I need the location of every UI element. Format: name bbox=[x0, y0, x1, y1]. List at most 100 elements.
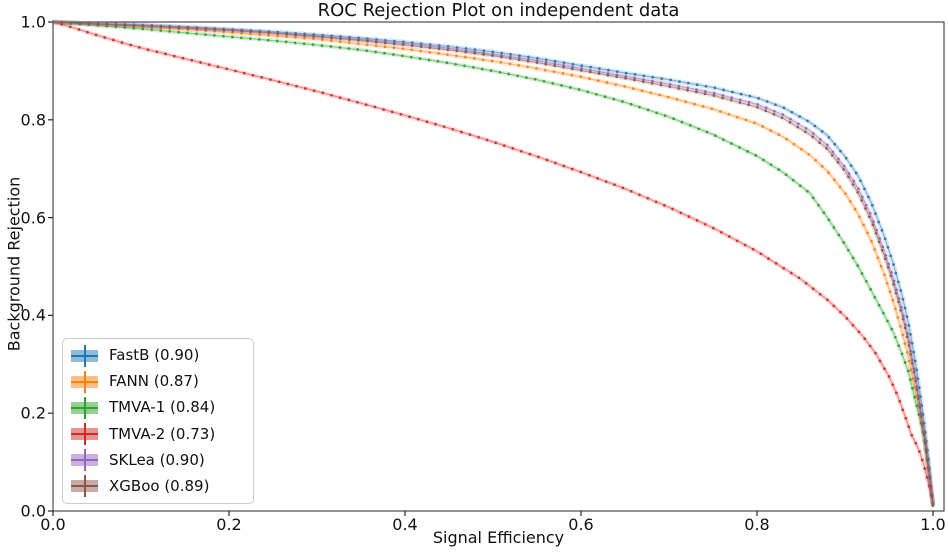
roc-marker-xgboo bbox=[867, 215, 871, 219]
roc-marker-tmva-1 bbox=[869, 288, 872, 291]
roc-marker-fann bbox=[561, 72, 565, 75]
roc-marker-fann bbox=[535, 67, 538, 70]
roc-marker-sklea bbox=[633, 76, 636, 80]
roc-marker-tmva-2 bbox=[477, 135, 480, 139]
roc-marker-xgboo bbox=[772, 112, 776, 116]
roc-marker-xgboo bbox=[204, 27, 208, 31]
roc-marker-tmva-2 bbox=[330, 93, 333, 97]
roc-marker-xgboo bbox=[811, 135, 815, 139]
roc-marker-xgboo bbox=[851, 183, 855, 186]
roc-marker-tmva-2 bbox=[925, 476, 929, 479]
legend-errorband-icon bbox=[71, 449, 98, 472]
roc-marker-tmva-2 bbox=[295, 84, 298, 88]
roc-marker-tmva-1 bbox=[551, 82, 555, 85]
roc-marker-xgboo bbox=[51, 20, 55, 24]
roc-marker-tmva-1 bbox=[195, 32, 198, 36]
roc-marker-xgboo bbox=[544, 62, 548, 66]
x-tick-label: 0.2 bbox=[216, 515, 242, 534]
roc-marker-xgboo bbox=[921, 423, 924, 427]
roc-marker-tmva-2 bbox=[621, 186, 625, 190]
roc-marker-xgboo bbox=[738, 101, 742, 104]
roc-marker-tmva-2 bbox=[146, 48, 150, 51]
roc-marker-tmva-1 bbox=[890, 327, 894, 331]
roc-marker-xgboo bbox=[729, 98, 733, 102]
roc-marker-tmva-2 bbox=[878, 359, 882, 363]
roc-marker-tmva-2 bbox=[868, 344, 872, 348]
roc-marker-xgboo bbox=[357, 39, 360, 42]
roc-marker-tmva-2 bbox=[537, 155, 540, 159]
roc-marker-tmva-2 bbox=[502, 144, 506, 147]
roc-marker-xgboo bbox=[927, 468, 931, 472]
roc-marker-tmva-1 bbox=[123, 26, 127, 29]
roc-marker-tmva-2 bbox=[494, 141, 498, 145]
roc-marker-fann bbox=[294, 36, 297, 39]
roc-marker-tmva-2 bbox=[120, 41, 124, 44]
legend-label: XGBoo (0.89) bbox=[109, 476, 210, 495]
legend-errorbar-vline bbox=[83, 370, 86, 393]
roc-marker-fastb bbox=[446, 45, 450, 48]
roc-marker-sklea bbox=[857, 187, 860, 191]
roc-marker-tmva-1 bbox=[150, 28, 154, 32]
roc-marker-fann bbox=[761, 125, 765, 128]
roc-marker-tmva-1 bbox=[754, 154, 758, 157]
roc-marker-tmva-1 bbox=[730, 142, 733, 145]
roc-marker-tmva-2 bbox=[671, 207, 674, 211]
roc-marker-fastb bbox=[833, 142, 837, 146]
legend-label: FastB (0.90) bbox=[109, 346, 200, 365]
roc-marker-xgboo bbox=[874, 232, 878, 235]
roc-marker-tmva-1 bbox=[400, 54, 404, 58]
roc-marker-tmva-1 bbox=[186, 31, 189, 35]
roc-marker-xgboo bbox=[686, 88, 689, 92]
roc-marker-tmva-2 bbox=[216, 65, 220, 69]
roc-marker-tmva-2 bbox=[743, 243, 747, 247]
x-tick-label: 0.6 bbox=[568, 515, 594, 534]
roc-marker-fann bbox=[891, 298, 895, 302]
roc-marker-xgboo bbox=[321, 35, 324, 39]
roc-marker-xgboo bbox=[213, 28, 217, 31]
roc-marker-tmva-2 bbox=[679, 211, 683, 215]
roc-marker-fann bbox=[896, 316, 900, 319]
roc-marker-xgboo bbox=[312, 35, 315, 38]
roc-marker-tmva-2 bbox=[207, 63, 211, 66]
roc-marker-tmva-2 bbox=[434, 122, 437, 126]
roc-marker-xgboo bbox=[919, 415, 923, 418]
roc-marker-tmva-1 bbox=[908, 378, 912, 382]
roc-marker-tmva-2 bbox=[103, 36, 107, 39]
roc-marker-fann bbox=[347, 41, 351, 45]
roc-marker-fastb bbox=[910, 341, 914, 345]
roc-marker-tmva-2 bbox=[904, 416, 908, 420]
roc-marker-tmva-2 bbox=[596, 177, 599, 180]
roc-marker-xgboo bbox=[926, 459, 929, 463]
roc-marker-tmva-1 bbox=[913, 395, 916, 399]
roc-marker-tmva-1 bbox=[213, 34, 216, 37]
roc-marker-fann bbox=[909, 368, 913, 372]
roc-marker-tmva-1 bbox=[454, 62, 457, 66]
roc-marker-xgboo bbox=[930, 495, 934, 499]
roc-marker-xgboo bbox=[909, 352, 912, 356]
roc-marker-xgboo bbox=[825, 147, 828, 150]
roc-marker-xgboo bbox=[150, 25, 154, 28]
roc-marker-fann bbox=[820, 165, 824, 168]
roc-marker-fastb bbox=[919, 395, 922, 398]
roc-marker-sklea bbox=[704, 90, 707, 93]
roc-marker-fann bbox=[814, 158, 817, 162]
roc-marker-tmva-2 bbox=[528, 152, 532, 156]
roc-marker-fann bbox=[658, 93, 661, 97]
roc-marker-fastb bbox=[607, 68, 610, 72]
roc-marker-tmva-1 bbox=[463, 64, 466, 68]
roc-marker-fann bbox=[640, 89, 644, 93]
roc-marker-xgboo bbox=[910, 361, 914, 365]
roc-marker-fastb bbox=[491, 50, 495, 54]
roc-marker-tmva-2 bbox=[86, 30, 89, 34]
roc-marker-tmva-2 bbox=[190, 58, 194, 62]
roc-marker-sklea bbox=[695, 88, 698, 91]
roc-marker-xgboo bbox=[903, 326, 907, 330]
y-tick-label: 0.6 bbox=[20, 208, 46, 228]
roc-marker-tmva-1 bbox=[177, 30, 180, 34]
roc-marker-tmva-1 bbox=[284, 40, 288, 44]
roc-marker-xgboo bbox=[633, 78, 636, 82]
legend-errorband-icon bbox=[71, 370, 98, 393]
roc-marker-tmva-1 bbox=[893, 335, 897, 339]
roc-marker-xgboo bbox=[571, 67, 574, 71]
